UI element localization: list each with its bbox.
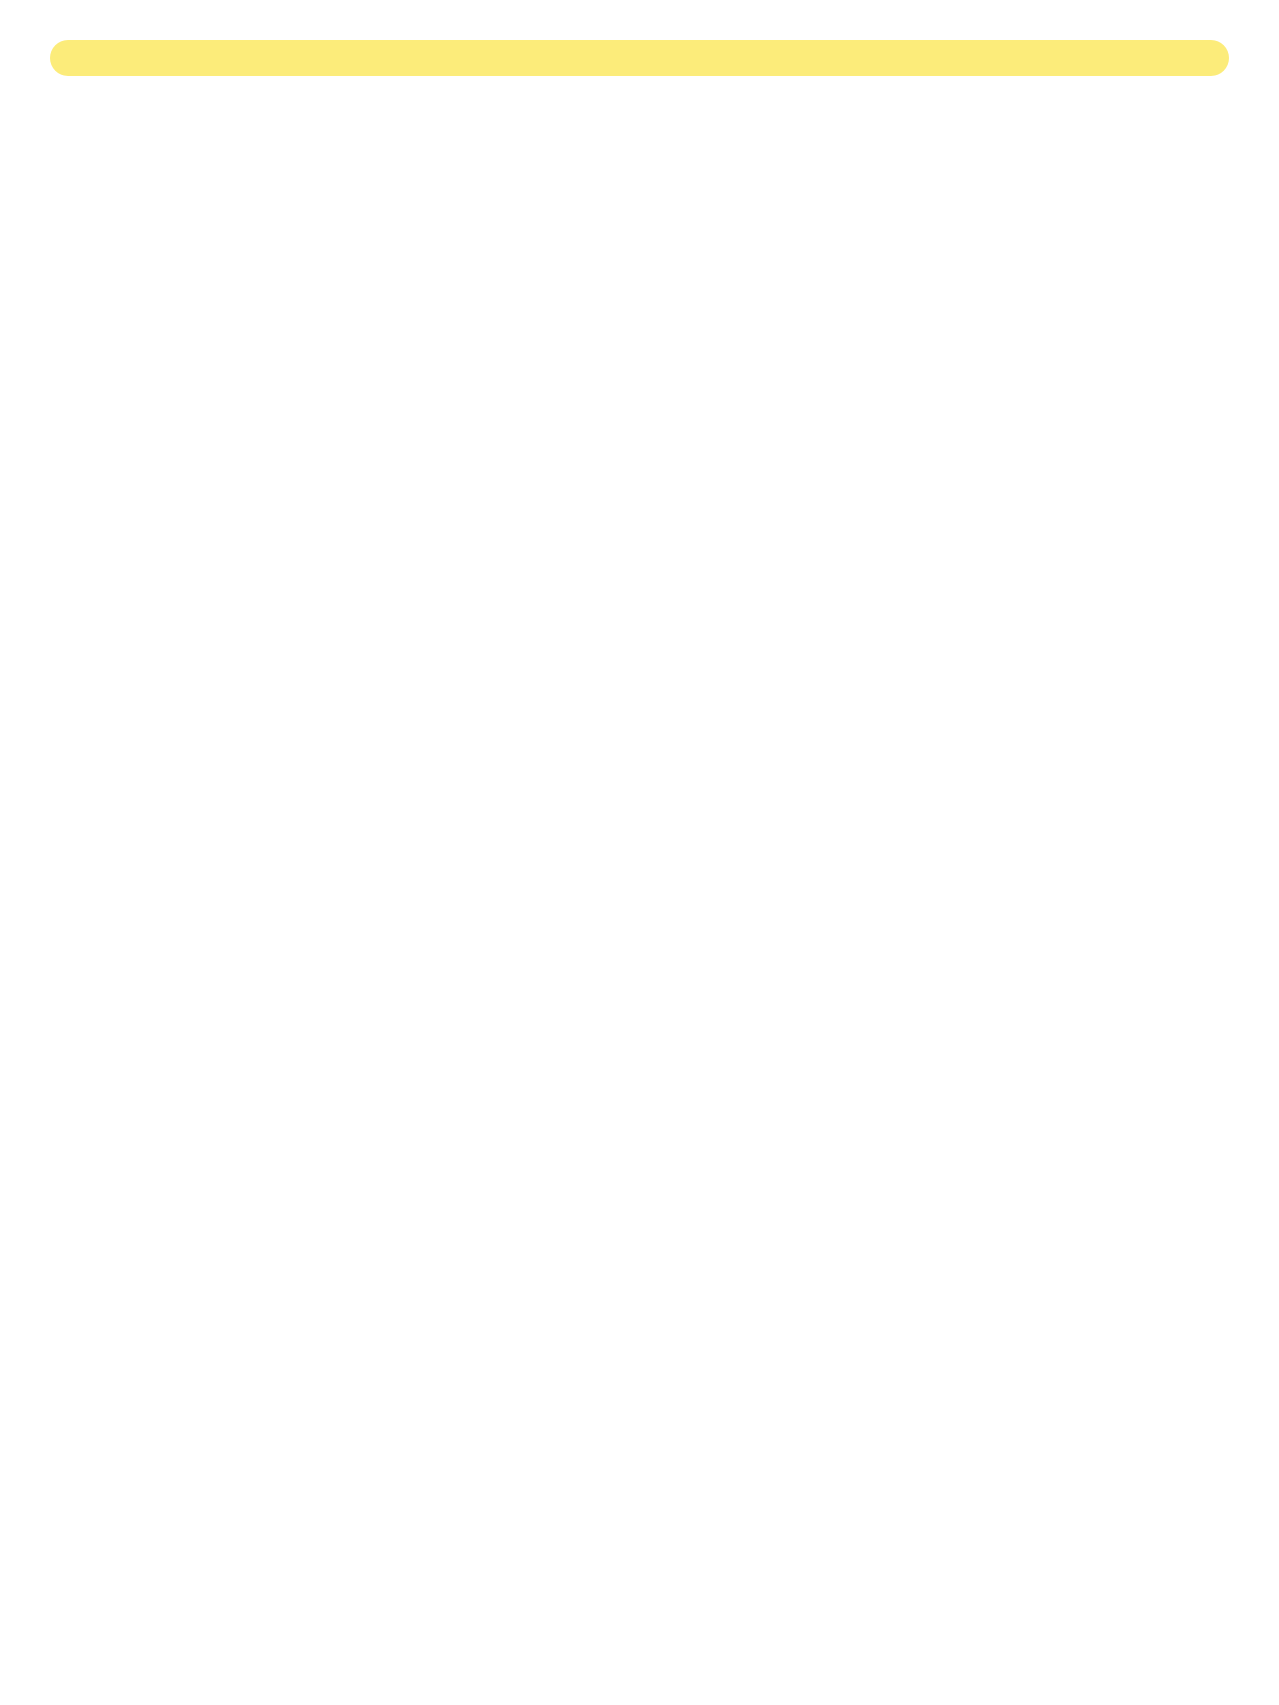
subtitle-text: [50, 116, 1229, 146]
title-banner: [50, 40, 1229, 76]
diagram-g-major: [50, 746, 1229, 1286]
diagram-c-major: [50, 146, 1229, 686]
